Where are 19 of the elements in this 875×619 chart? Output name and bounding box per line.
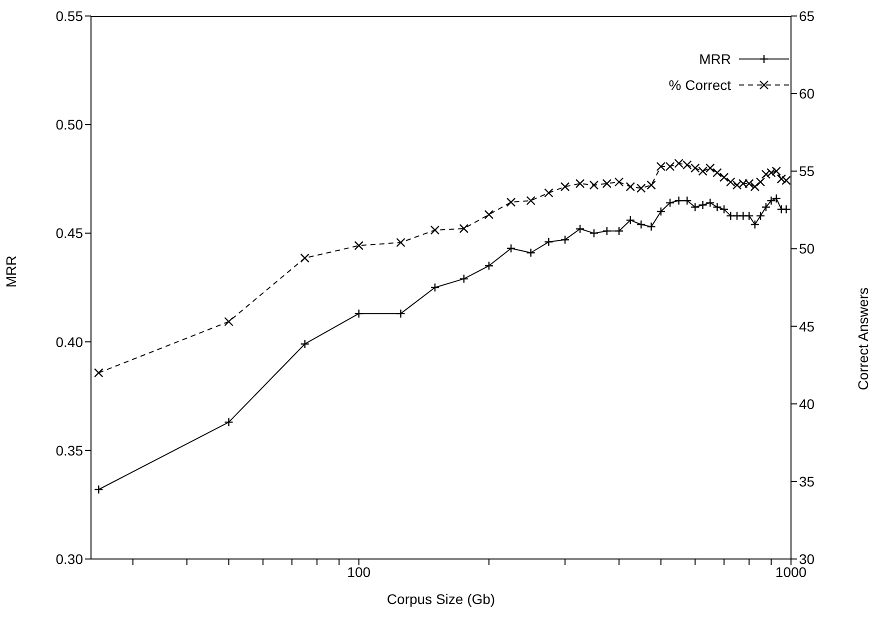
y2-tick-label: 45 <box>799 318 815 334</box>
y-tick-label: 0.35 <box>56 442 84 458</box>
y-tick-label: 0.50 <box>56 116 84 133</box>
y-axis-title: MRR <box>2 256 19 288</box>
y-tick-label: 0.40 <box>56 334 84 350</box>
legend-label: % Correct <box>668 76 731 95</box>
y2-tick-label: 40 <box>799 396 815 412</box>
x-tick-label: 100 <box>347 564 371 580</box>
x-axis-title: Corpus Size (Gb) <box>386 591 496 607</box>
y2-tick-label: 35 <box>799 473 815 490</box>
y2-tick-label: 55 <box>799 163 815 180</box>
y2-tick-label: 50 <box>799 240 815 257</box>
y-tick-label: 0.30 <box>56 550 84 567</box>
y2-axis-title: Correct Answers <box>854 288 871 390</box>
y-tick-label: 0.55 <box>56 8 84 24</box>
y2-tick-label: 60 <box>799 86 815 102</box>
legend-label: MRR <box>699 50 731 69</box>
y2-tick-label: 65 <box>799 8 815 24</box>
y-tick-label: 0.45 <box>56 225 84 242</box>
